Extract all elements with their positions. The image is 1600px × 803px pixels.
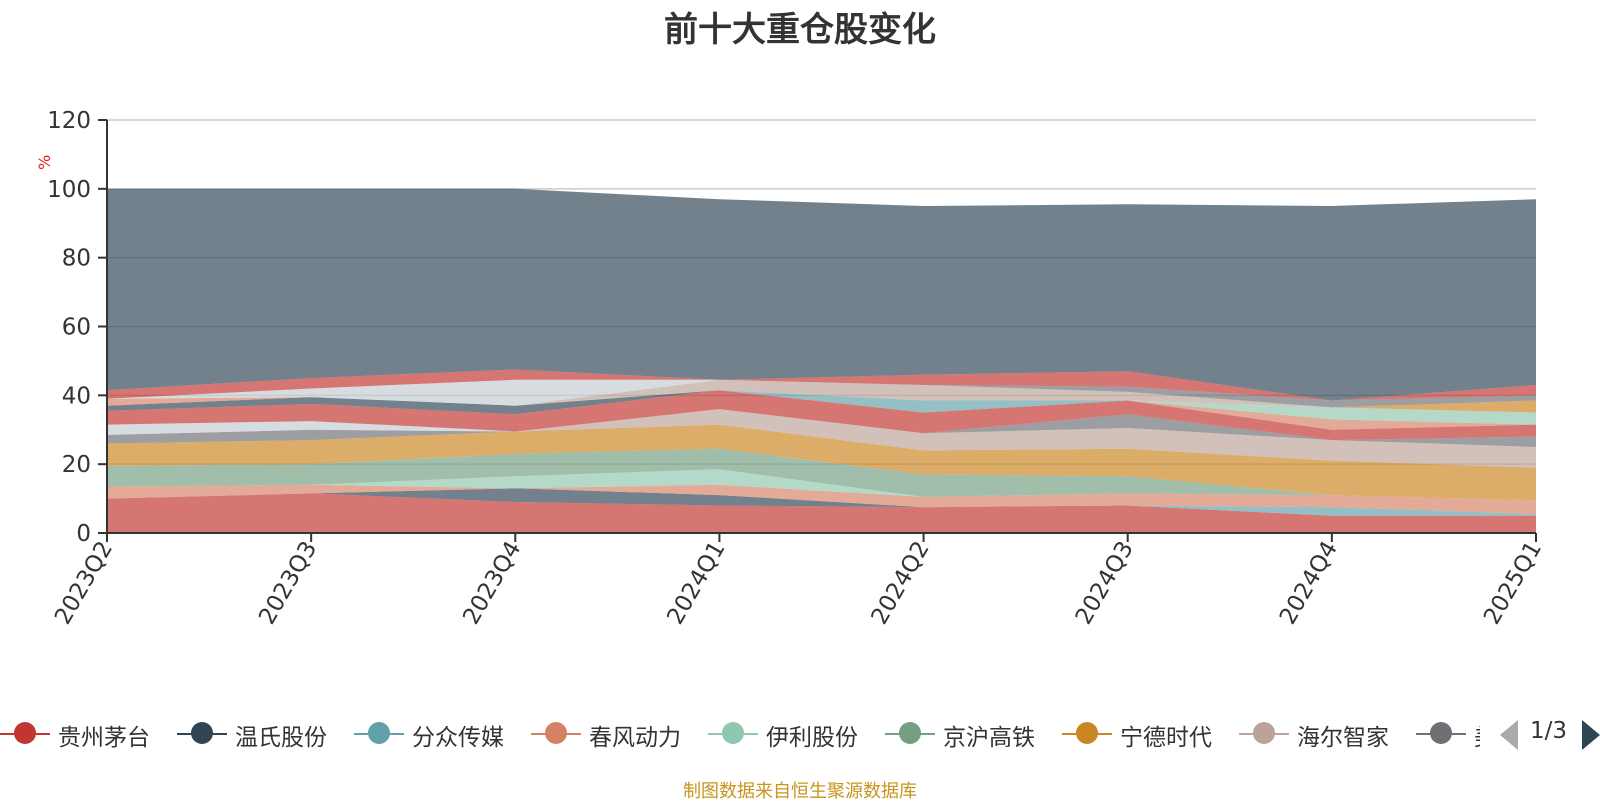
footer-note: 制图数据来自恒生聚源数据库 — [683, 781, 917, 802]
legend-dot-icon — [14, 722, 36, 744]
legend-dot-icon — [1253, 722, 1275, 744]
area-series-19 — [107, 379, 1536, 406]
area-series-5 — [107, 448, 1536, 501]
x-tick-label: 2025Q1 — [1479, 537, 1547, 629]
legend-dot-icon — [722, 722, 744, 744]
area-series-14 — [107, 390, 1536, 430]
y-tick-label: 80 — [62, 246, 91, 272]
legend-dot-icon — [368, 722, 390, 744]
legend-page-indicator: 1/3 — [1530, 718, 1568, 744]
legend-dot-icon — [899, 722, 921, 744]
legend-dot-icon — [545, 722, 567, 744]
x-tick-label: 2023Q4 — [458, 537, 526, 629]
area-series-0 — [107, 493, 1536, 533]
chart-title: 前十大重仓股变化 — [664, 10, 936, 50]
y-tick-label: 120 — [47, 108, 91, 134]
x-tick-label: 2023Q3 — [254, 537, 322, 629]
legend-prev-page-icon[interactable] — [1500, 720, 1518, 750]
area-series-17 — [107, 379, 1536, 408]
legend-label: 海尔智家 — [1297, 725, 1389, 751]
area-series-7 — [107, 409, 1536, 468]
x-tick-label: 2024Q4 — [1275, 537, 1343, 629]
y-tick-label: 20 — [62, 452, 91, 478]
area-series-13 — [107, 390, 1536, 430]
legend-label: 宁德时代 — [1120, 725, 1212, 751]
legend-label: 贵州茅台 — [58, 725, 150, 751]
area-series-2 — [107, 488, 1536, 516]
legend-pager: 1/3 — [1500, 714, 1600, 754]
legend-dot-icon — [191, 722, 213, 744]
y-axis-label: % — [35, 155, 54, 170]
y-tick-label: 0 — [76, 521, 91, 547]
x-tick-label: 2024Q3 — [1071, 537, 1139, 629]
legend: 贵州茅台 温氏股份 分众传媒 春风动力 伊利股份 京沪高铁 宁德时代 海尔智家 美的集团 — [0, 714, 1480, 754]
legend-next-page-icon[interactable] — [1582, 720, 1600, 750]
area-series-6 — [107, 424, 1536, 501]
legend-label: 美的集团 — [1474, 718, 1480, 752]
area-series-3 — [107, 484, 1536, 515]
legend-label: 春风动力 — [589, 725, 681, 751]
area-series-1 — [107, 488, 1536, 516]
legend-dot-icon — [1076, 722, 1098, 744]
area-series-4 — [107, 469, 1536, 501]
area-series-15 — [107, 390, 1536, 425]
legend-dot-icon — [1430, 722, 1452, 744]
area-series-20 — [107, 369, 1536, 401]
area-series-18 — [107, 379, 1536, 408]
y-tick-label: 60 — [62, 315, 91, 341]
legend-label: 温氏股份 — [235, 725, 327, 751]
legend-label: 分众传媒 — [412, 725, 504, 751]
x-tick-label: 2024Q2 — [867, 537, 935, 629]
legend-label: 京沪高铁 — [943, 725, 1035, 751]
area-series-11 — [107, 390, 1536, 441]
x-tick-label: 2024Q1 — [662, 537, 730, 629]
y-tick-label: 100 — [47, 177, 91, 203]
legend-label: 伊利股份 — [766, 725, 858, 751]
y-tick-label: 40 — [62, 383, 91, 409]
area-series-21 — [107, 188, 1536, 401]
x-tick-label: 2023Q2 — [50, 537, 118, 629]
